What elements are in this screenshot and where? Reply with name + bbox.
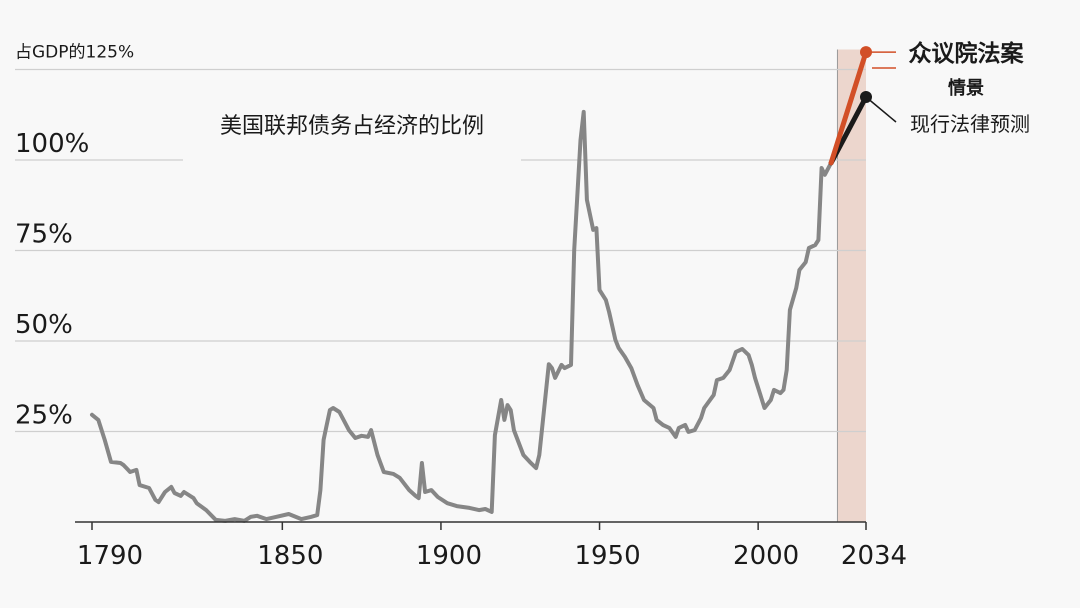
x-tick-label: 2034	[841, 541, 907, 571]
y-tick-label: 25%	[15, 401, 73, 431]
x-tick-label: 1850	[257, 541, 323, 571]
y-tick-label: 50%	[15, 310, 73, 340]
title-background	[183, 100, 521, 162]
series-label: 现行法律预测	[910, 112, 1030, 136]
grid-layer	[15, 68, 866, 433]
x-tick-label: 2000	[733, 541, 799, 571]
line-layer	[90, 46, 872, 523]
x-tick-label: 1900	[416, 541, 482, 571]
chart-title: 美国联邦债务占经济的比例	[220, 114, 484, 139]
series-label-note: 情景	[948, 78, 984, 99]
y-tick-label: 75%	[15, 220, 73, 250]
history-line	[90, 109, 834, 523]
y-tick-label: 100%	[15, 129, 89, 159]
y-tick-label: 占GDP的125%	[15, 43, 134, 63]
projection-line	[828, 49, 869, 166]
x-tick-label: 1950	[574, 541, 640, 571]
leader-line	[865, 96, 897, 123]
series-label: 众议院法案	[909, 40, 1025, 67]
x-tick-label: 1790	[77, 541, 143, 571]
label-layer: 25% 50% 75% 100% 占GDP的125% 1790 1850 1900 1950 20…	[15, 40, 1030, 571]
